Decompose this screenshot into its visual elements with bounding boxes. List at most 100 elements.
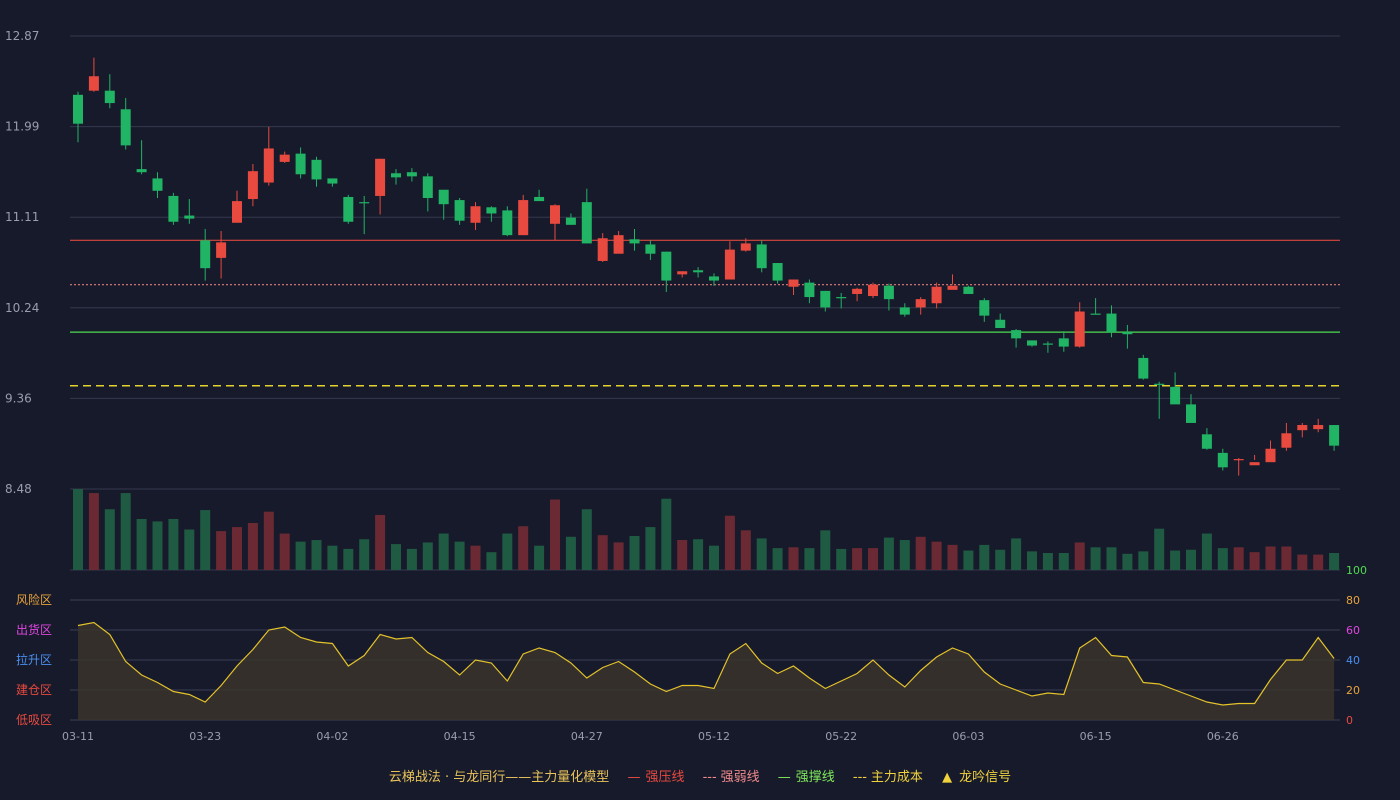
candle-body: [1329, 425, 1340, 446]
candle-body: [1186, 404, 1196, 423]
volume-bar: [343, 548, 354, 570]
candle-body: [184, 215, 195, 219]
legend-item-strong-support[interactable]: — 强撑线: [777, 770, 835, 785]
price-tick-label: 11.11: [5, 210, 39, 224]
zone-label: 拉升区: [16, 652, 52, 667]
candle-body: [550, 205, 560, 224]
candle-body: [995, 319, 1006, 329]
volume-bar: [438, 533, 449, 570]
volume-bar: [470, 545, 481, 570]
candle-body: [247, 171, 258, 200]
candle-body: [899, 307, 910, 315]
volume-bar: [152, 521, 163, 570]
volume-bar: [709, 545, 719, 570]
candle-body: [677, 271, 688, 275]
candle-body: [216, 242, 227, 258]
candle-body: [852, 288, 863, 294]
candle-body: [375, 158, 386, 196]
candle-body: [502, 210, 513, 236]
legend-item-strong-weak[interactable]: --- 强弱线: [702, 770, 760, 785]
candle-body: [788, 279, 799, 287]
volume-bar: [915, 536, 926, 570]
volume-bar: [1122, 553, 1133, 570]
date-tick-label: 04-15: [444, 730, 476, 743]
candle-body: [470, 206, 481, 223]
volume-bar: [883, 537, 894, 570]
legend-item-main-cost[interactable]: --- 主力成本: [852, 770, 923, 785]
volume-bar: [1170, 550, 1181, 570]
volume-bar: [454, 541, 465, 570]
candle-body: [1297, 425, 1308, 431]
osc-tick-label: 0: [1346, 714, 1353, 727]
candle-body: [136, 169, 147, 173]
date-tick-label: 04-27: [571, 730, 603, 743]
volume-bar: [820, 530, 831, 570]
volume-bar: [1106, 547, 1117, 570]
volume-bar: [1154, 528, 1165, 570]
candle-body: [454, 200, 465, 221]
volume-bar: [406, 548, 417, 570]
osc-tick-label: 60: [1346, 624, 1360, 637]
volume-bar: [200, 510, 211, 570]
candle-body: [613, 235, 624, 254]
legend-title: 云梯战法 · 与龙同行——主力量化模型: [388, 770, 610, 785]
candle-body: [152, 178, 163, 191]
triangle-up-icon: ▲: [942, 770, 953, 785]
stock-chart: 12.87 11.99 11.11 10.24 9.36 8.48 100 80 60 40 20 0…: [5, 29, 1367, 743]
volume-bar: [550, 499, 560, 570]
candle-body: [1217, 452, 1228, 468]
candle-body: [565, 217, 576, 225]
candle-body: [693, 270, 704, 273]
volume-bar: [1042, 552, 1053, 570]
candle-body: [1027, 340, 1037, 346]
volume-bar: [1201, 533, 1212, 570]
zone-label: 低吸区: [16, 713, 52, 727]
osc-tick-label: 40: [1346, 654, 1360, 667]
volume-bar: [868, 548, 878, 570]
volume-bar: [963, 550, 974, 570]
candle-body: [200, 240, 211, 269]
volume-bar: [184, 529, 195, 570]
candle-body: [1074, 311, 1085, 347]
candle-body: [1170, 386, 1181, 405]
price-tick-label: 10.24: [5, 301, 39, 315]
oscillator-line: [77, 621, 1335, 706]
date-tick-label: 06-15: [1080, 730, 1112, 743]
candle-body: [422, 176, 433, 199]
volume-bar: [740, 530, 751, 570]
volume-bar: [1249, 552, 1260, 570]
candlestick-series: [73, 57, 1340, 476]
candle-body: [1281, 433, 1292, 448]
candle-body: [740, 243, 751, 251]
volume-bar: [899, 540, 910, 570]
candle-body: [391, 173, 401, 178]
volume-bar: [391, 544, 401, 570]
candle-body: [1154, 383, 1165, 385]
candle-body: [1106, 313, 1117, 333]
candle-body: [645, 244, 656, 254]
volume-bar: [375, 514, 386, 570]
volume-bar: [1186, 549, 1196, 570]
zone-label: 出货区: [16, 622, 52, 637]
osc-tick-label: 20: [1346, 684, 1360, 697]
candle-body: [534, 196, 545, 202]
candle-body: [1090, 313, 1101, 315]
volume-bar: [645, 527, 656, 570]
candle-body: [804, 282, 815, 298]
volume-bar: [486, 552, 497, 570]
legend-item-dragon-signal[interactable]: ▲ 龙吟信号: [942, 770, 1012, 785]
osc-tick-label: 80: [1346, 594, 1360, 607]
candle-body: [1233, 459, 1244, 461]
legend-item-strong-pressure[interactable]: — 强压线: [627, 770, 685, 785]
candle-body: [1249, 462, 1260, 466]
volume-bar: [772, 548, 783, 570]
volume-bar: [1233, 547, 1244, 570]
volume-bar: [1297, 554, 1308, 570]
volume-bar: [693, 539, 704, 570]
date-tick-label: 03-11: [62, 730, 94, 743]
volume-bar: [629, 535, 640, 570]
volume-bar: [995, 549, 1006, 570]
legend-dashed-icon: ---: [852, 770, 867, 785]
volume-bar: [979, 544, 990, 570]
candle-body: [756, 244, 767, 269]
